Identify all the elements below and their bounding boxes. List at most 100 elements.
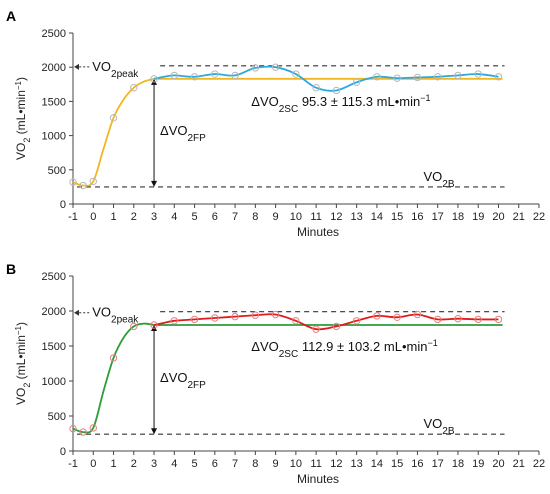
vo2b-sub: 2B	[442, 178, 455, 189]
data-point	[89, 424, 97, 432]
x-tick-label: 2	[131, 458, 137, 470]
sc-sub: 2SC	[279, 104, 298, 115]
data-point	[69, 178, 77, 186]
steady-curve	[153, 313, 499, 331]
x-tick-label: 8	[252, 458, 258, 470]
y-label-sup: −1	[14, 80, 23, 90]
fp-sub: 2FP	[188, 379, 207, 390]
sc-main: ΔVO	[251, 94, 278, 109]
data-point	[494, 73, 503, 81]
y-label-end: )	[14, 77, 28, 81]
data-point	[454, 315, 462, 323]
x-tick-label: 22	[533, 458, 545, 470]
y-tick-label: 0	[60, 446, 66, 458]
x-tick-label: 6	[212, 458, 218, 470]
x-tick-label: 7	[232, 211, 238, 223]
x-tick-label: 16	[411, 458, 423, 470]
x-tick-label: 0	[90, 458, 96, 470]
y-label-end: )	[14, 322, 28, 326]
x-tick-label: 20	[492, 211, 504, 223]
sc-sup: −1	[427, 338, 437, 348]
vo2peak-sub: 2peak	[111, 314, 139, 325]
data-point	[190, 73, 199, 81]
y-label-unit: (mL•min	[14, 335, 28, 383]
y-tick-label: 500	[48, 165, 66, 177]
x-tick-label: 19	[472, 211, 484, 223]
x-tick-label: 22	[533, 211, 545, 223]
x-tick-label: 3	[151, 211, 157, 223]
x-axis-label: Minutes	[297, 225, 339, 239]
x-tick-label: 1	[110, 458, 116, 470]
x-tick-label: 4	[171, 458, 177, 470]
y-tick-label: 1500	[42, 96, 66, 108]
fp-arrowhead-bottom	[151, 428, 158, 435]
data-point	[109, 114, 118, 122]
x-tick-label: 21	[513, 458, 525, 470]
vo2peak-sub: 2peak	[111, 68, 139, 79]
data-point	[150, 75, 158, 83]
fp-main: ΔVO	[160, 370, 187, 385]
panel-letter: B	[6, 261, 16, 277]
data-point	[413, 73, 422, 82]
y-tick-label: 2000	[42, 62, 66, 74]
data-point	[433, 73, 442, 81]
data-point	[79, 428, 87, 436]
y-label-sup: −1	[14, 325, 23, 335]
x-tick-label: 7	[232, 458, 238, 470]
sc-value: 95.3 ± 115.3 mL•min	[298, 94, 420, 109]
fp-sub: 2FP	[188, 133, 207, 144]
y-label-sub: 2	[22, 383, 32, 388]
y-tick-label: 1000	[42, 376, 66, 388]
x-tick-label: 9	[273, 211, 279, 223]
data-point	[373, 312, 381, 320]
vo2peak-arrowhead	[74, 63, 80, 70]
data-point	[352, 317, 361, 325]
data-point	[211, 314, 219, 322]
data-point	[292, 317, 300, 325]
panel-letter: A	[6, 8, 16, 24]
x-tick-label: 18	[452, 458, 464, 470]
vo2b-label: VO2B	[424, 416, 455, 437]
data-point	[211, 70, 219, 78]
data-point	[170, 317, 179, 325]
x-tick-label: 16	[411, 211, 423, 223]
data-point	[251, 64, 260, 72]
x-tick-label: 9	[273, 458, 279, 470]
x-tick-label: 17	[432, 458, 444, 470]
x-tick-label: 10	[290, 458, 302, 470]
sc-label: ΔVO2SC 95.3 ± 115.3 mL•min−1	[251, 93, 430, 115]
x-tick-label: 10	[290, 211, 302, 223]
sc-main: ΔVO	[251, 339, 278, 354]
onset-curve	[72, 322, 155, 434]
x-tick-label: 4	[171, 211, 177, 223]
x-tick-label: 13	[351, 211, 363, 223]
x-tick-label: 5	[192, 458, 198, 470]
x-tick-label: 3	[151, 458, 157, 470]
data-point	[130, 322, 138, 331]
sc-label: ΔVO2SC 112.9 ± 103.2 mL•min−1	[251, 338, 437, 360]
x-tick-label: 8	[252, 211, 258, 223]
data-point	[332, 86, 341, 95]
x-tick-label: 15	[391, 458, 403, 470]
data-point	[433, 315, 442, 324]
data-point	[312, 84, 320, 92]
vo2peak-label: VO2peak	[92, 305, 139, 326]
x-tick-label: 13	[351, 458, 363, 470]
y-tick-label: 0	[60, 199, 66, 211]
data-point	[190, 315, 199, 324]
fp-label: ΔVO2FP	[160, 370, 206, 391]
x-tick-label: 11	[310, 458, 321, 470]
y-tick-label: 500	[48, 411, 66, 423]
onset-curve	[72, 77, 155, 187]
data-point	[312, 325, 320, 333]
data-point	[271, 63, 280, 71]
data-point	[251, 311, 260, 319]
sc-sup: −1	[420, 93, 430, 103]
vo2b-main: VO	[424, 169, 443, 184]
data-point	[150, 321, 158, 329]
data-point	[393, 313, 401, 321]
y-label-sub: 2	[22, 138, 32, 143]
x-tick-label: 12	[330, 458, 342, 470]
